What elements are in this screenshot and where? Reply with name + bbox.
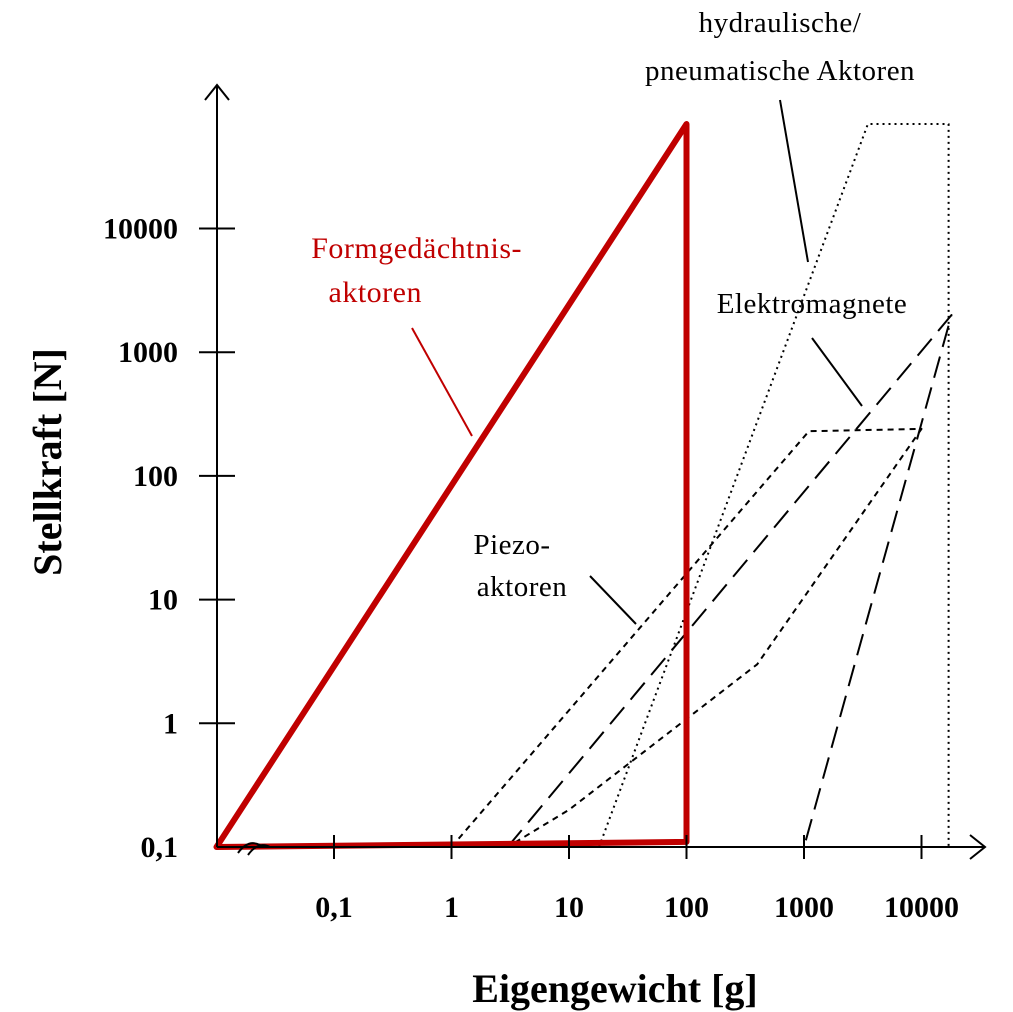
x-axis-arrowhead <box>969 834 987 860</box>
series-label-piezo: Piezo- <box>473 529 550 561</box>
axes-layer <box>204 83 987 860</box>
leader-line-piezo <box>589 575 637 625</box>
x-tick-label: 0,1 <box>315 891 353 924</box>
ticks-layer: 0,1 1 10 100 1000 10000 0,1 1 10 100 1000 10000 <box>103 213 959 925</box>
y-axis-title: Stellkraft [N] <box>25 348 70 576</box>
x-tick-label: 10000 <box>884 891 959 924</box>
y-tick-label: 10000 <box>103 213 178 246</box>
y-axis-arrowhead <box>204 83 230 101</box>
y-tick-label: 10 <box>148 584 178 617</box>
x-tick-label: 1 <box>444 891 459 924</box>
leader-line-formgedächtnis <box>411 327 473 437</box>
labels-layer: Eigengewicht [g] Stellkraft [N] Formgedäch… <box>25 7 915 1011</box>
y-tick-label: 1 <box>163 707 178 740</box>
y-tick-label: 1000 <box>118 336 178 369</box>
y-tick-label: 0,1 <box>141 831 179 864</box>
series-label-piezo: aktoren <box>477 571 567 603</box>
series-label-formgedächtnis: Formgedächtnis- <box>311 232 522 265</box>
leader-line-hydraulische <box>779 99 809 263</box>
series-elektromagnete-outline <box>506 314 953 848</box>
leader-line-elektromagnete <box>811 337 863 407</box>
y-tick-label: 100 <box>133 460 178 493</box>
x-tick-label: 10 <box>554 891 584 924</box>
series-label-hydraulische: pneumatische Aktoren <box>645 55 915 87</box>
x-tick-label: 100 <box>664 891 709 924</box>
x-tick-label: 1000 <box>774 891 834 924</box>
series-label-formgedächtnis: aktoren <box>329 276 422 309</box>
leaders-layer <box>411 99 863 625</box>
x-axis-title: Eigengewicht [g] <box>472 966 758 1011</box>
series-label-elektromagnete: Elektromagnete <box>717 288 908 320</box>
series-label-hydraulische: hydraulische/ <box>699 7 862 39</box>
axis-break-icon <box>237 842 271 856</box>
series-hydraulische-outline <box>598 123 950 848</box>
